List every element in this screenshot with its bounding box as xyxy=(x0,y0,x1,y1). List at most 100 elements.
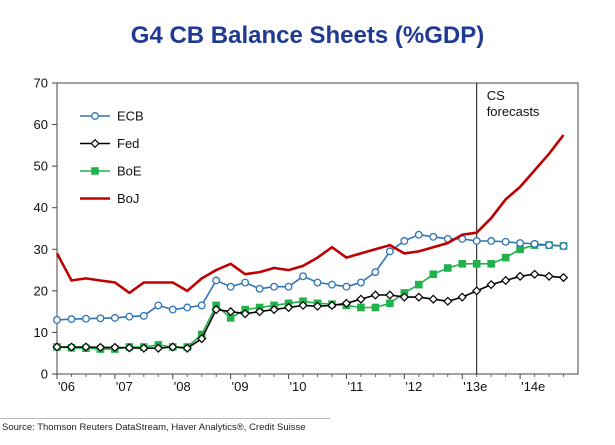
ecb-point xyxy=(91,112,99,120)
fed-point xyxy=(443,296,453,306)
x-tick-label: '11 xyxy=(347,379,363,394)
boe-point xyxy=(415,280,423,289)
fed-point xyxy=(500,275,511,286)
forecast-label: CS forecasts xyxy=(487,88,540,119)
legend-item-ecb: ECB xyxy=(80,109,144,124)
ecb-point xyxy=(487,237,496,245)
fed-point xyxy=(327,300,337,311)
boe-point xyxy=(472,260,481,268)
ecb-point xyxy=(501,237,510,246)
fed-point xyxy=(486,279,496,290)
fed-point xyxy=(312,301,323,311)
y-tick-label: 70 xyxy=(34,76,48,91)
fed-point xyxy=(283,302,294,313)
fed-point xyxy=(428,294,438,304)
ecb-point xyxy=(125,312,134,321)
legend-item-fed: Fed xyxy=(80,136,139,151)
fed-point xyxy=(472,286,482,296)
ecb-point xyxy=(299,272,307,281)
boe-point xyxy=(487,260,495,268)
ecb-point xyxy=(226,282,235,291)
ecb-point xyxy=(371,268,380,277)
x-tick-label: '06 xyxy=(58,379,75,394)
x-tick-label: '07 xyxy=(116,379,133,394)
y-tick-label: 40 xyxy=(34,200,48,215)
fed-point xyxy=(341,298,352,308)
ecb-point xyxy=(110,313,119,322)
y-tick-label: 30 xyxy=(34,242,48,257)
series-lines xyxy=(52,134,569,353)
x-tick-label: '09 xyxy=(232,379,249,394)
boj-line xyxy=(55,134,565,295)
ecb-point xyxy=(154,301,163,310)
ecb-point xyxy=(168,305,177,314)
fed-point xyxy=(558,272,569,283)
fed-point xyxy=(211,304,221,315)
y-tick-label: 0 xyxy=(41,367,48,382)
ecb-point xyxy=(96,314,105,323)
fed-point xyxy=(544,271,554,281)
fed-point xyxy=(457,292,467,302)
source-rule xyxy=(0,418,330,419)
fed-point xyxy=(66,342,77,352)
fed-point xyxy=(81,342,91,352)
boe-point xyxy=(386,299,394,308)
ecb-point xyxy=(328,280,336,289)
fed-point xyxy=(385,290,395,300)
ecb-series xyxy=(53,230,568,324)
ecb-point xyxy=(183,303,192,312)
fed-point xyxy=(254,306,265,317)
ecb-point xyxy=(342,282,351,291)
fed-point xyxy=(182,343,192,353)
fed-point xyxy=(298,300,308,311)
boe-point xyxy=(371,303,380,312)
line-chart: 0 10 20 30 40 50 60 70 '06 '07 '08 '09 '10 '11 '12 '13e… xyxy=(34,76,579,394)
ecb-point xyxy=(241,278,250,287)
x-tick-label: '14e xyxy=(521,379,545,394)
boe-point xyxy=(357,303,365,312)
boj-series xyxy=(55,134,565,295)
boe-point xyxy=(429,270,438,279)
fed-point xyxy=(52,342,62,352)
x-tick-label: '08 xyxy=(174,379,191,394)
fed-point xyxy=(269,304,279,315)
legend-label: ECB xyxy=(117,109,144,124)
ecb-point xyxy=(400,237,409,245)
fed-point xyxy=(529,269,540,279)
ecb-point xyxy=(255,284,264,293)
ecb-point xyxy=(313,278,322,287)
ecb-point xyxy=(559,242,568,250)
fed-point xyxy=(90,138,100,149)
legend-item-boe: BoE xyxy=(80,164,142,179)
forecast-marker: CS forecasts xyxy=(476,83,540,374)
fed-point xyxy=(197,334,207,344)
fed-point xyxy=(124,343,135,353)
ecb-point xyxy=(139,311,148,320)
ecb-point xyxy=(356,278,365,287)
fed-point xyxy=(168,342,178,352)
ecb-point xyxy=(197,301,206,310)
legend-label: BoJ xyxy=(117,191,139,206)
y-tick-label: 50 xyxy=(34,159,48,174)
ecb-point xyxy=(270,282,279,291)
boe-point xyxy=(501,253,510,262)
fed-point xyxy=(370,290,381,300)
boe-series xyxy=(53,241,568,353)
chart-title: G4 CB Balance Sheets (%GDP) xyxy=(130,22,485,49)
fed-point xyxy=(95,342,106,353)
x-tick-label: '13e xyxy=(463,379,487,394)
fed-series xyxy=(52,269,569,353)
legend-label: Fed xyxy=(117,136,139,151)
fed-point xyxy=(399,292,409,302)
boe-point xyxy=(91,167,99,175)
fed-point xyxy=(110,342,120,353)
ecb-point xyxy=(530,239,539,248)
ecb-point xyxy=(545,241,554,250)
x-tick-label: '10 xyxy=(290,379,307,394)
ecb-point xyxy=(53,316,61,324)
legend-label: BoE xyxy=(117,164,142,179)
fed-point xyxy=(240,309,250,319)
plot-frame xyxy=(56,82,579,375)
boe-point xyxy=(443,264,452,272)
y-tick-label: 10 xyxy=(34,325,48,340)
